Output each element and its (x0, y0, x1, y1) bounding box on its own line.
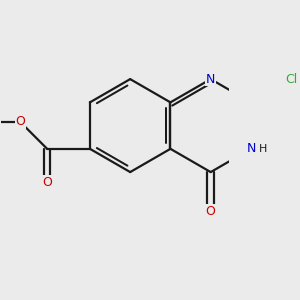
Text: O: O (15, 116, 25, 128)
Text: O: O (206, 205, 216, 218)
Text: Cl: Cl (285, 73, 297, 85)
Text: O: O (42, 176, 52, 189)
Text: H: H (258, 144, 267, 154)
Text: N: N (206, 73, 215, 85)
Text: N: N (246, 142, 256, 155)
